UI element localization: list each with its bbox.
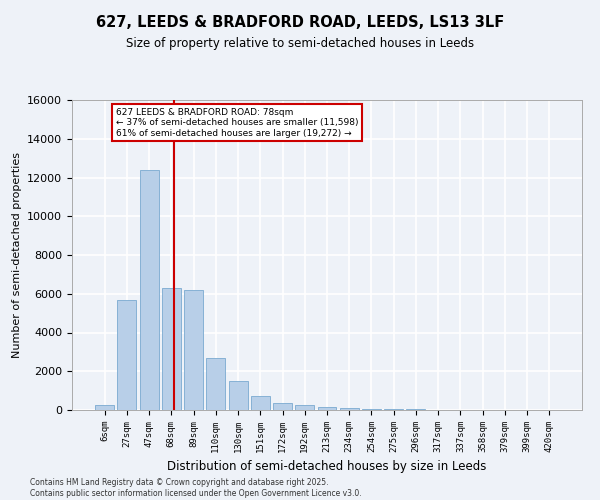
Bar: [384, 409, 403, 410]
Bar: [118, 300, 136, 410]
Bar: [229, 381, 248, 410]
Bar: [206, 358, 225, 410]
Bar: [184, 290, 203, 410]
Text: Contains HM Land Registry data © Crown copyright and database right 2025.
Contai: Contains HM Land Registry data © Crown c…: [30, 478, 362, 498]
Bar: [162, 288, 181, 410]
Bar: [340, 408, 359, 410]
Text: 627, LEEDS & BRADFORD ROAD, LEEDS, LS13 3LF: 627, LEEDS & BRADFORD ROAD, LEEDS, LS13 …: [96, 15, 504, 30]
Text: 627 LEEDS & BRADFORD ROAD: 78sqm
← 37% of semi-detached houses are smaller (11,5: 627 LEEDS & BRADFORD ROAD: 78sqm ← 37% o…: [116, 108, 358, 138]
Bar: [95, 404, 114, 410]
Bar: [295, 405, 314, 410]
Bar: [140, 170, 158, 410]
Y-axis label: Number of semi-detached properties: Number of semi-detached properties: [11, 152, 22, 358]
Bar: [273, 403, 292, 410]
X-axis label: Distribution of semi-detached houses by size in Leeds: Distribution of semi-detached houses by …: [167, 460, 487, 473]
Bar: [251, 396, 270, 410]
Bar: [317, 407, 337, 410]
Bar: [362, 409, 381, 410]
Text: Size of property relative to semi-detached houses in Leeds: Size of property relative to semi-detach…: [126, 38, 474, 51]
